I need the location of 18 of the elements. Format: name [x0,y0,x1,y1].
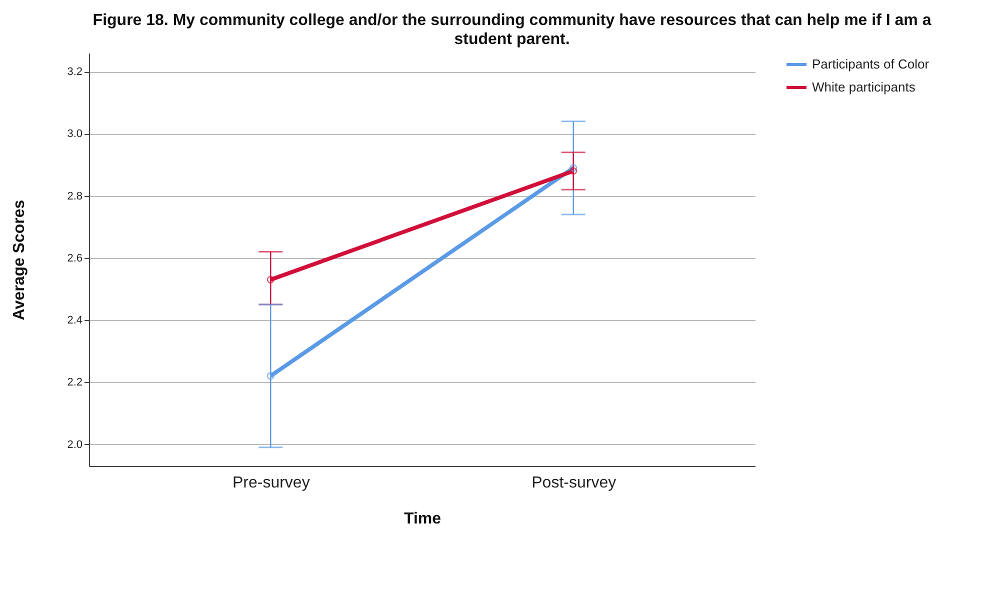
point [570,164,578,172]
x-axis-title: Time [404,510,442,528]
y-tick-label: 2.0 [67,438,82,451]
y-axis-title: Average Scores [11,200,28,320]
y-tick-label: 3.0 [67,128,82,140]
y-tick-label: 2.4 [67,314,82,327]
legend-label: White participants [812,80,916,94]
x-tick-label: Pre-survey [232,474,310,492]
y-tick-label: 2.6 [67,252,82,264]
y-tick-label: 2.8 [67,190,82,202]
y-tick-label: 3.2 [67,66,82,78]
x-tick-label: Post-survey [532,474,616,492]
point [570,167,578,175]
point [266,276,274,284]
y-tick-label: 2.2 [67,376,82,389]
point [266,372,274,380]
legend-label: Participants of Color [812,56,930,72]
chart-title: Figure 18. My community college and/or the surrounding community have resources that can help me if I am a student parent. [92,12,932,48]
